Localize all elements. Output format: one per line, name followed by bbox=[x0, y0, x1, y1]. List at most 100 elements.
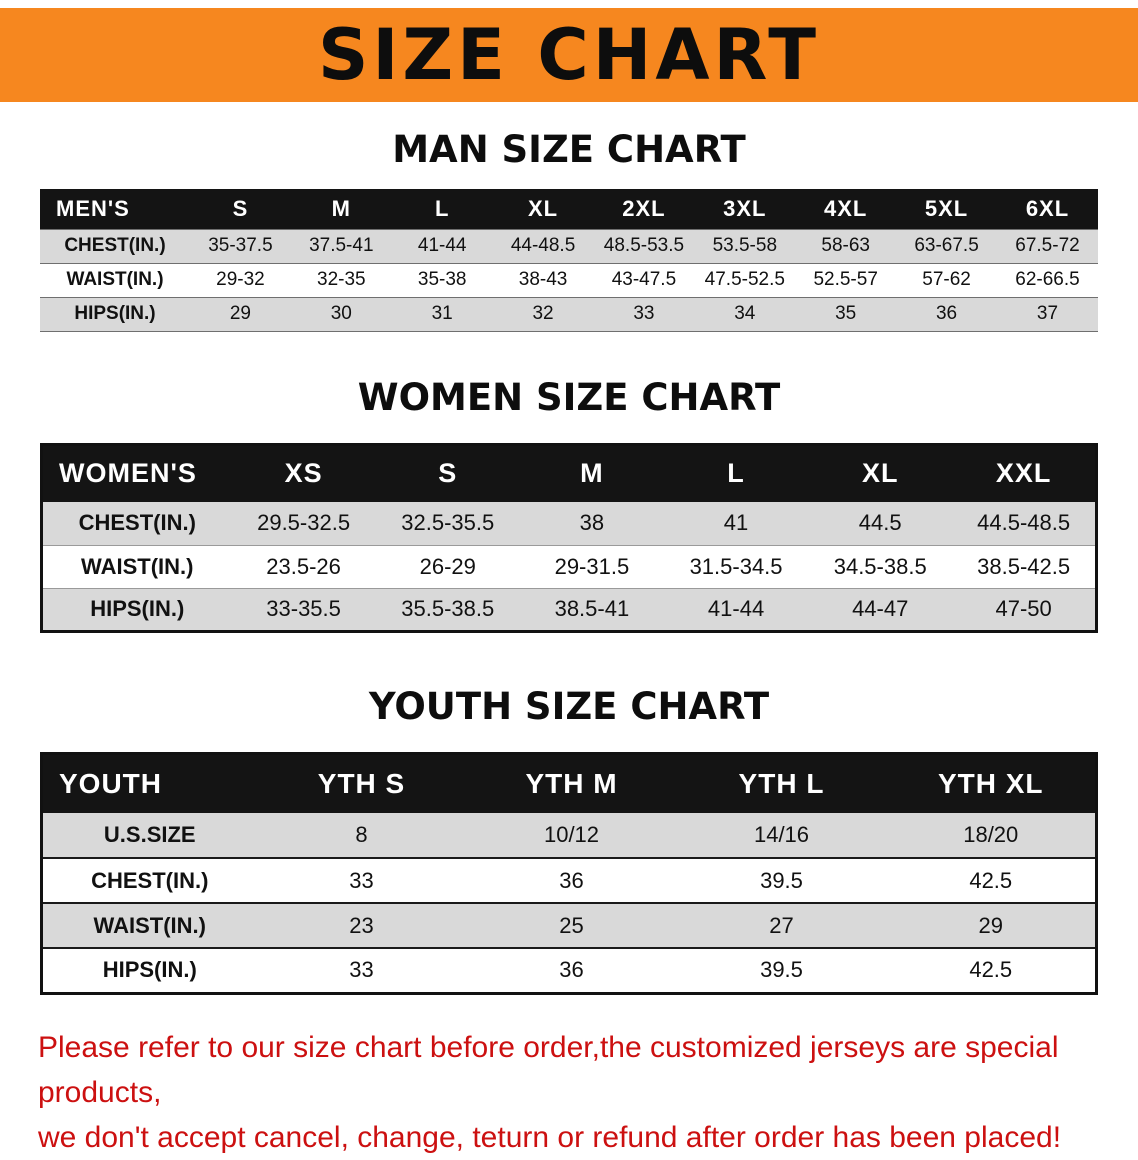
size-value-cell: 33 bbox=[349, 957, 374, 983]
size-value-cell: 38.5-41 bbox=[519, 588, 664, 632]
row-label: WAIST(IN.) bbox=[40, 263, 190, 298]
size-value-cell: 35 bbox=[795, 297, 897, 332]
table-corner-label: MEN'S bbox=[40, 189, 190, 229]
size-column-header: L bbox=[663, 444, 809, 502]
youth-size-table: YOUTH YTH S YTH M YTH L YTH XL U.S.SIZE 8 10/12… bbox=[40, 751, 1098, 995]
size-value-cell: 37.5-41 bbox=[290, 228, 392, 264]
size-value-cell: 57-62 bbox=[896, 263, 997, 298]
size-value-cell: 32 bbox=[492, 297, 594, 332]
size-column-header: L bbox=[391, 189, 493, 229]
size-column-header: XS bbox=[231, 444, 376, 502]
size-value-cell: 30 bbox=[290, 297, 392, 332]
size-column-header: 6XL bbox=[997, 189, 1098, 229]
size-value-cell: 39.5 bbox=[760, 957, 803, 983]
size-value-cell: 38-43 bbox=[492, 263, 594, 298]
table-header-row: MEN'S S M L XL 2XL 3XL 4XL 5XL 6XL bbox=[40, 189, 1098, 229]
men-section-heading: MAN SIZE CHART bbox=[392, 128, 746, 171]
size-value-cell: 36 bbox=[559, 957, 584, 983]
row-label: CHEST(IN.) bbox=[41, 502, 232, 546]
row-label: HIPS(IN.) bbox=[102, 957, 197, 983]
size-value-cell: 23 bbox=[256, 903, 467, 949]
size-column-header: M bbox=[519, 444, 664, 502]
size-value-cell: 62-66.5 bbox=[997, 263, 1098, 298]
size-value-cell: 10/12 bbox=[466, 813, 677, 859]
table-row: HIPS(IN.) 33 36 39.5 42.5 bbox=[41, 948, 1097, 993]
size-value-cell: 29 bbox=[190, 297, 291, 332]
size-column-header: S bbox=[375, 444, 520, 502]
size-column-header: YTH M bbox=[466, 753, 677, 813]
size-column-header: XL bbox=[808, 444, 953, 502]
disclaimer: Please refer to our size chart before or… bbox=[38, 1025, 1100, 1160]
size-column-header: YTH XL bbox=[886, 753, 1097, 813]
table-row: CHEST(IN.) 29.5-32.5 32.5-35.5 38 41 44.5 44.5… bbox=[41, 502, 1097, 546]
size-column-header: 3XL bbox=[694, 189, 796, 229]
banner: SIZE CHART bbox=[0, 8, 1138, 102]
row-label: HIPS(IN.) bbox=[41, 588, 232, 632]
page-title: SIZE CHART bbox=[317, 14, 821, 96]
size-value-cell: 42.5 bbox=[886, 858, 1097, 904]
size-value-cell: 8 bbox=[256, 813, 467, 859]
size-value-cell: 33 bbox=[256, 858, 467, 904]
size-value-cell: 29-32 bbox=[190, 263, 291, 298]
size-value-cell: 25 bbox=[466, 903, 677, 949]
row-label: CHEST(IN.) bbox=[40, 228, 190, 264]
disclaimer-line-2: we don't accept cancel, change, teturn o… bbox=[38, 1120, 1062, 1154]
size-value-cell: 26-29 bbox=[375, 545, 520, 589]
size-value-cell: 37 bbox=[997, 297, 1098, 332]
youth-section: YOUTH SIZE CHART YOUTH YTH S YTH M YTH L YTH… bbox=[0, 685, 1138, 995]
men-size-table: MEN'S S M L XL 2XL 3XL 4XL 5XL 6XL CHEST(IN.) 35-37… bbox=[40, 189, 1098, 332]
size-value-cell: 52.5-57 bbox=[795, 263, 897, 298]
size-value-cell: 32.5-35.5 bbox=[375, 502, 520, 546]
men-section: MAN SIZE CHART MEN'S S M L XL 2XL 3XL 4XL 5XL 6XL… bbox=[0, 128, 1138, 332]
size-value-cell: 44.5-48.5 bbox=[952, 502, 1097, 546]
size-column-header: YTH L bbox=[676, 753, 887, 813]
size-column-header: S bbox=[190, 189, 291, 229]
size-value-cell: 47.5-52.5 bbox=[694, 263, 796, 298]
table-row: U.S.SIZE 8 10/12 14/16 18/20 bbox=[41, 813, 1097, 859]
row-label: HIPS(IN.) bbox=[40, 297, 190, 332]
size-value-cell: 29-31.5 bbox=[519, 545, 664, 589]
size-chart-page: SIZE CHART MAN SIZE CHART MEN'S S M L XL 2XL 3… bbox=[0, 8, 1138, 1160]
size-value-cell: 39.5 bbox=[676, 858, 887, 904]
size-value-cell: 32-35 bbox=[290, 263, 392, 298]
size-value-cell: 44-48.5 bbox=[492, 228, 594, 264]
size-column-header: XL bbox=[492, 189, 594, 229]
size-value-cell: 29.5-32.5 bbox=[231, 502, 376, 546]
table-header-row: WOMEN'S XS S M L XL XXL bbox=[41, 444, 1097, 502]
size-value-cell: 35.5-38.5 bbox=[375, 588, 520, 632]
size-column-header: M bbox=[290, 189, 392, 229]
size-value-cell: 38.5-42.5 bbox=[952, 545, 1097, 589]
row-label: WAIST(IN.) bbox=[41, 545, 232, 589]
size-value-cell: 63-67.5 bbox=[896, 228, 997, 264]
table-corner-label: YOUTH bbox=[41, 753, 257, 813]
size-value-cell: 44.5 bbox=[808, 502, 953, 546]
size-value-cell: 67.5-72 bbox=[997, 228, 1098, 264]
women-section: WOMEN SIZE CHART WOMEN'S XS S M L XL XXL CHEST(… bbox=[0, 376, 1138, 633]
table-header-row: YOUTH YTH S YTH M YTH L YTH XL bbox=[41, 753, 1097, 813]
size-column-header: XXL bbox=[952, 444, 1097, 502]
size-value-cell: 35-37.5 bbox=[190, 228, 291, 264]
table-row: WAIST(IN.) 23.5-26 26-29 29-31.5 31.5-34.5 34… bbox=[41, 545, 1097, 589]
size-value-cell: 35-38 bbox=[391, 263, 493, 298]
table-row: WAIST(IN.) 23 25 27 29 bbox=[41, 903, 1097, 949]
women-size-table: WOMEN'S XS S M L XL XXL CHEST(IN.) 29.5-32.5 32.5… bbox=[40, 442, 1098, 633]
size-column-header: 5XL bbox=[896, 189, 997, 229]
row-label: WAIST(IN.) bbox=[41, 903, 257, 949]
size-value-cell: 36 bbox=[896, 297, 997, 332]
size-value-cell: 18/20 bbox=[886, 813, 1097, 859]
size-value-cell: 53.5-58 bbox=[694, 228, 796, 264]
size-value-cell: 44-47 bbox=[808, 588, 953, 632]
size-column-header: 2XL bbox=[593, 189, 695, 229]
table-row: WAIST(IN.) 29-32 32-35 35-38 38-43 43-47.5 47.… bbox=[40, 263, 1098, 298]
size-value-cell: 33 bbox=[593, 297, 695, 332]
size-value-cell: 47-50 bbox=[952, 588, 1097, 632]
row-label: U.S.SIZE bbox=[41, 813, 257, 859]
size-value-cell: 34 bbox=[694, 297, 796, 332]
youth-section-heading: YOUTH SIZE CHART bbox=[368, 684, 770, 728]
table-row: CHEST(IN.) 35-37.5 37.5-41 41-44 44-48.5 48.5… bbox=[40, 228, 1098, 264]
size-value-cell: 33-35.5 bbox=[231, 588, 376, 632]
size-value-cell: 58-63 bbox=[795, 228, 897, 264]
size-value-cell: 31 bbox=[391, 297, 493, 332]
size-value-cell: 36 bbox=[466, 858, 677, 904]
size-value-cell: 48.5-53.5 bbox=[593, 228, 695, 264]
